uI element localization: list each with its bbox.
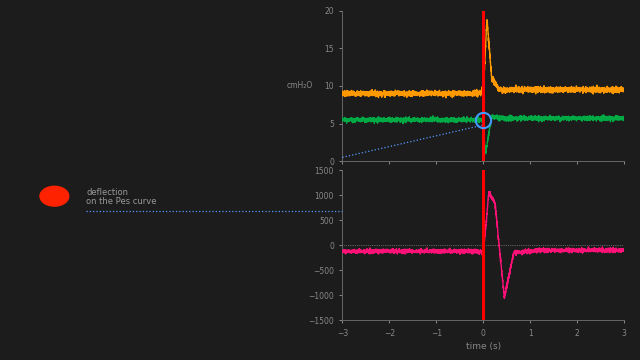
Text: on the Pes curve: on the Pes curve — [86, 197, 157, 206]
X-axis label: time (s): time (s) — [466, 342, 500, 351]
Y-axis label: cmH₂O: cmH₂O — [286, 81, 312, 90]
Text: deflection: deflection — [86, 188, 129, 197]
